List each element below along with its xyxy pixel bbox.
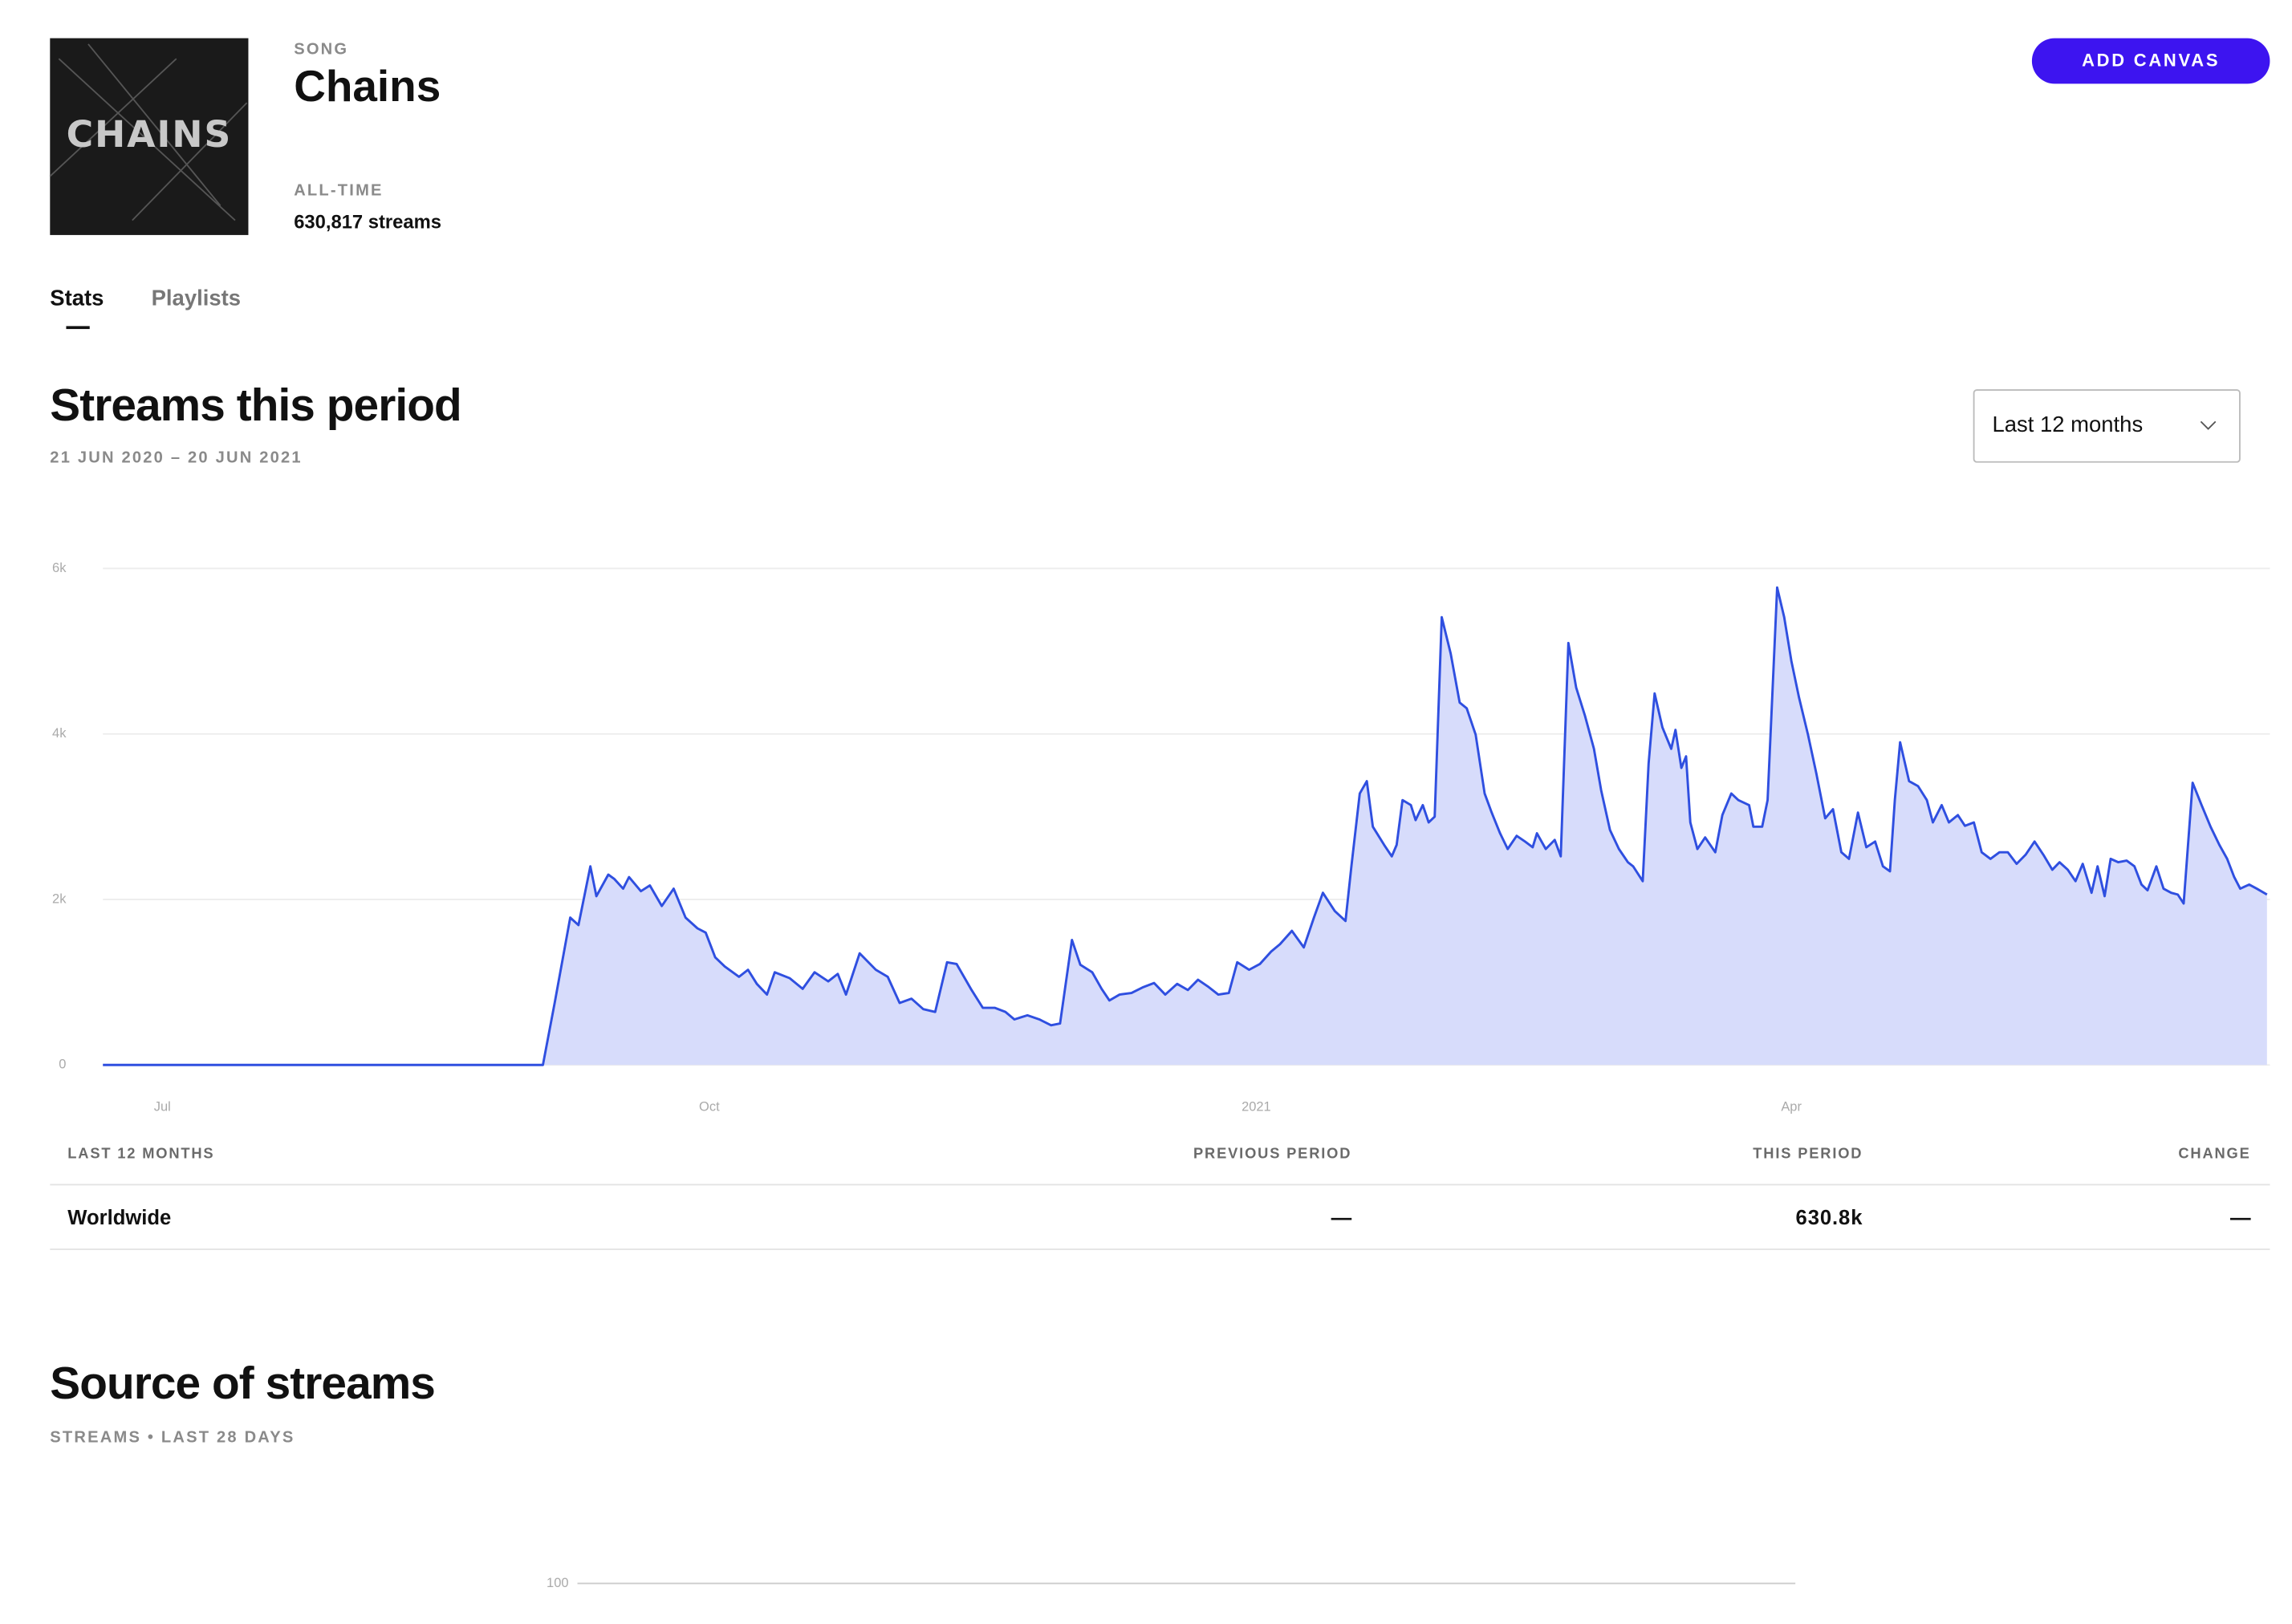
song-title: Chains xyxy=(294,61,441,111)
y-tick-label: 0 xyxy=(59,1058,66,1072)
tab-stats[interactable]: Stats xyxy=(50,286,104,311)
add-canvas-button[interactable] xyxy=(2031,38,2270,84)
x-tick-label: Oct xyxy=(699,1100,720,1114)
table-header: PREVIOUS PERIOD xyxy=(1193,1145,1351,1162)
dropdown-chevron xyxy=(2200,420,2217,430)
cover-text: CHAINS xyxy=(67,113,233,156)
section-title: Streams this period xyxy=(50,380,461,431)
add-canvas-label[interactable]: ADD CANVAS xyxy=(2082,51,2220,71)
table-cell: 630.8k xyxy=(1796,1207,1863,1229)
section-title: Source of streams xyxy=(50,1358,435,1409)
x-tick-label: 2021 xyxy=(1242,1100,1271,1114)
dropdown-label[interactable]: Last 12 months xyxy=(1992,412,2143,436)
stream-count: 630,817 streams xyxy=(294,212,441,233)
type-label: SONG xyxy=(294,41,348,59)
totals-table: LAST 12 MONTHS PREVIOUS PERIOD THIS PERIOD… xyxy=(50,1145,2270,1250)
table-cell: — xyxy=(2230,1207,2251,1229)
x-tick-label: Jul xyxy=(154,1100,171,1114)
y-tick-label: 2k xyxy=(52,891,67,906)
area-fill xyxy=(103,587,2267,1066)
x-tick-label: Apr xyxy=(1781,1100,1802,1114)
table-cell: — xyxy=(1331,1207,1352,1229)
tab-playlists[interactable]: Playlists xyxy=(152,286,241,311)
cover-texture xyxy=(49,43,248,221)
y-tick-label: 100 xyxy=(547,1576,568,1590)
table-header: THIS PERIOD xyxy=(1753,1145,1863,1162)
table-header: LAST 12 MONTHS xyxy=(67,1145,214,1162)
period-dropdown[interactable] xyxy=(1973,389,2241,463)
y-tick-label: 4k xyxy=(52,726,67,741)
tab-indicator xyxy=(66,326,90,330)
alltime-label: ALL-TIME xyxy=(294,181,383,199)
stream-line xyxy=(103,586,2268,1066)
section-subtitle: STREAMS • LAST 28 DAYS xyxy=(50,1429,295,1447)
y-tick-label: 6k xyxy=(52,561,67,575)
table-header: CHANGE xyxy=(2178,1145,2250,1162)
table-cell: Worldwide xyxy=(67,1207,171,1229)
section-subtitle: 21 JUN 2020 – 20 JUN 2021 xyxy=(50,449,303,466)
